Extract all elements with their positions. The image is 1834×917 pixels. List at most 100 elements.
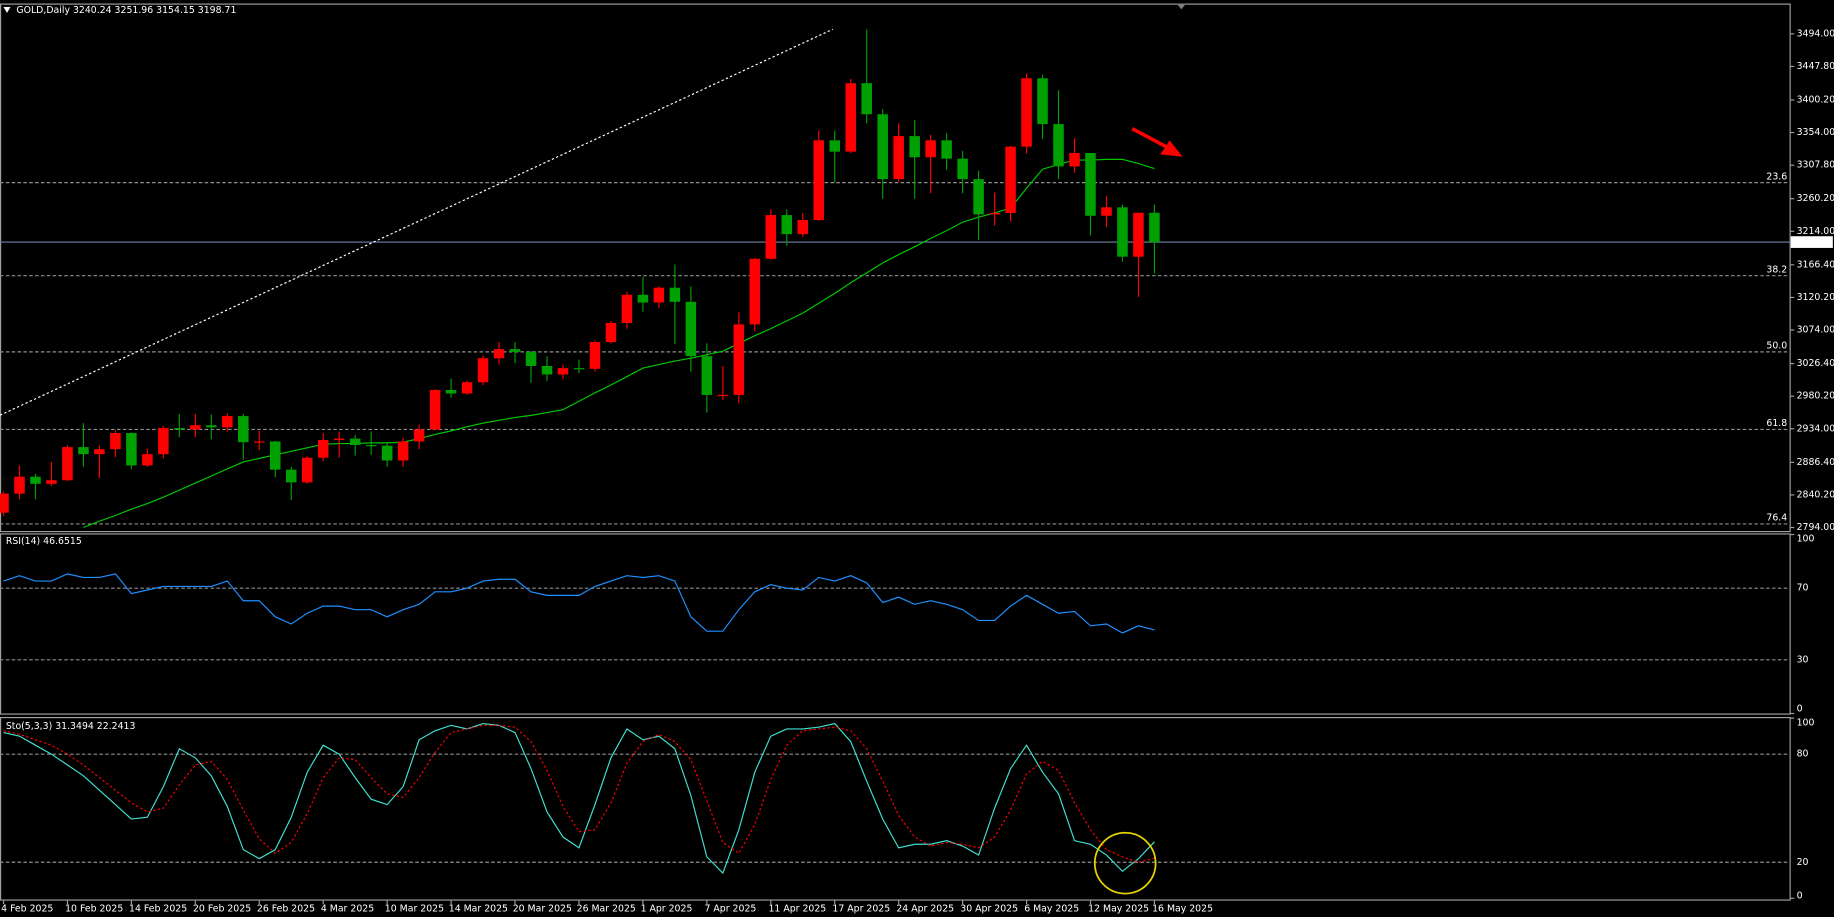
x-tick-label: 16 May 2025 [1152,903,1213,914]
candle-body [14,476,25,494]
candle-body [126,432,137,466]
y-tick-label: 3166.40 [1797,259,1834,270]
candle-body [557,368,569,375]
candle-body [206,425,217,428]
y-tick-label: 0 [1797,703,1803,714]
rsi-title: RSI(14) 46.6515 [6,536,82,547]
indicator-line [3,722,1155,875]
y-tick-label: 100 [1797,717,1815,728]
y-tick-label: 3026.40 [1797,358,1834,369]
candle-body [1149,212,1160,243]
candle-body [669,287,681,302]
moving-average [83,158,1155,529]
y-tick-label: 100 [1797,534,1815,545]
candle-body [158,428,169,455]
highlight-circle [1093,831,1157,895]
y-tick-label: 30 [1797,654,1809,665]
y-tick-label: 3307.80 [1797,160,1834,171]
y-tick-label: 3447.80 [1797,61,1834,72]
x-tick-label: 11 Apr 2025 [768,903,826,914]
y-tick-label: 3260.20 [1797,193,1834,204]
candle-body [0,493,9,513]
candle-body [509,349,521,352]
candle-body [701,356,713,395]
x-tick-label: 26 Mar 2025 [577,903,636,914]
candle-body [845,83,856,152]
candle-body [1053,124,1064,167]
candle-body [621,294,633,323]
y-tick-label: 3494.00 [1797,28,1834,39]
candle-body [797,220,809,235]
x-tick-label: 6 May 2025 [1024,903,1079,914]
x-tick-label: 30 Apr 2025 [960,903,1018,914]
y-tick-label: 2886.40 [1797,457,1834,468]
candle-body [222,416,233,428]
candle-body [1005,146,1016,213]
candle-body [381,445,393,461]
candle-body [877,114,888,180]
candle-body [349,438,361,445]
y-tick-label: 3400.20 [1797,94,1834,105]
candle-body [733,324,745,395]
candle-body [445,389,457,394]
candle-body [749,258,761,325]
x-tick-label: 4 Mar 2025 [321,903,374,914]
candle-body [190,425,201,430]
x-tick-label: 10 Mar 2025 [385,903,444,914]
x-tick-label: 7 Apr 2025 [705,903,757,914]
arrow-head [1160,140,1183,157]
candle-body [397,441,409,461]
main-panel-frame [0,3,1791,533]
candle-body [317,440,329,458]
candle-body [957,158,968,180]
x-tick-label: 26 Feb 2025 [257,903,315,914]
stoch-title: Sto(5,3,3) 31.3494 22.2413 [6,721,136,732]
title-marker [3,7,11,13]
last-price-box [1790,236,1833,248]
y-tick-label: 3120.20 [1797,292,1834,303]
arrow-shaft [1131,127,1171,151]
x-tick-label: 14 Mar 2025 [449,903,508,914]
candle-body [1133,212,1144,257]
candle-body [573,368,585,370]
candle-body [525,351,537,366]
y-tick-label: 3354.00 [1797,127,1834,138]
candle-body [653,287,665,303]
indicator-line [3,573,1155,634]
candle-body [493,349,505,359]
y-tick-label: 0 [1797,890,1803,901]
x-tick-label: 17 Apr 2025 [832,903,890,914]
candle-body [637,294,649,303]
candle-body [1069,153,1080,167]
candle-body [285,469,297,483]
y-tick-label: 2840.20 [1797,489,1834,500]
candle-body [541,365,553,375]
candle-body [589,342,601,369]
x-tick-label: 20 Mar 2025 [513,903,572,914]
y-tick-label: 70 [1797,583,1809,594]
y-tick-label: 2934.00 [1797,423,1834,434]
y-tick-label: 80 [1797,749,1809,760]
rsi-panel-frame [0,533,1791,715]
candle-body [78,447,89,455]
candle-body [765,215,777,259]
y-tick-label: 2794.00 [1797,522,1834,533]
candle-body [829,140,840,152]
fibo-level-label: 50.0 [1766,341,1787,352]
fibo-level-label: 38.2 [1766,264,1787,275]
candle-body [269,441,281,470]
candle-body [365,444,377,447]
trend-arrow [1131,127,1183,157]
candle-body [717,394,729,397]
x-tick-label: 1 Apr 2025 [641,903,693,914]
y-tick-label: 3214.00 [1797,226,1834,237]
candle-body [238,416,249,443]
candle-body [1101,207,1112,216]
y-tick-label: 20 [1797,857,1809,868]
candle-body [62,447,73,481]
chart-title: GOLD,Daily 3240.24 3251.96 3154.15 3198.… [16,5,236,16]
candle-body [461,382,473,394]
candle-body [893,136,904,180]
candle-body [1117,207,1128,257]
